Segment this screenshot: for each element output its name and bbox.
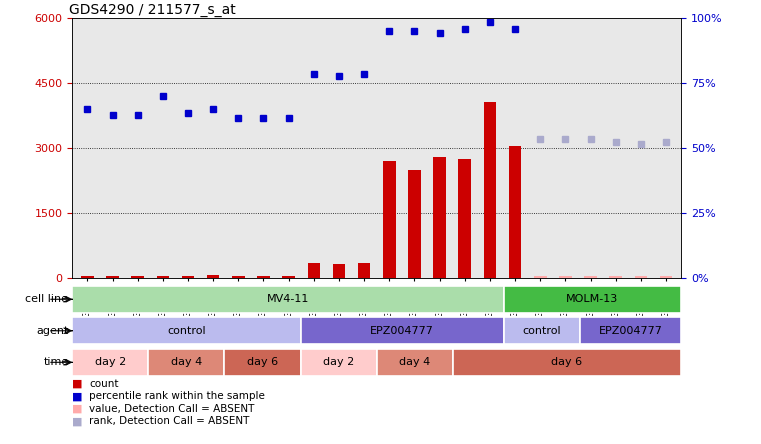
Bar <box>610 276 622 278</box>
Text: EPZ004777: EPZ004777 <box>598 326 662 336</box>
Bar <box>282 276 295 278</box>
Text: time: time <box>43 357 68 367</box>
Bar <box>483 103 496 278</box>
Text: rank, Detection Call = ABSENT: rank, Detection Call = ABSENT <box>89 416 250 426</box>
Text: control: control <box>167 326 205 336</box>
Bar <box>107 276 119 278</box>
Bar <box>81 276 94 278</box>
Text: cell line: cell line <box>25 294 68 304</box>
Text: MV4-11: MV4-11 <box>266 294 309 304</box>
Text: day 2: day 2 <box>323 357 355 367</box>
Text: day 6: day 6 <box>247 357 278 367</box>
Text: control: control <box>522 326 561 336</box>
Text: day 6: day 6 <box>552 357 582 367</box>
Bar <box>458 159 471 278</box>
Bar <box>224 349 301 376</box>
Bar <box>504 317 580 345</box>
Bar <box>307 263 320 278</box>
Bar <box>580 317 681 345</box>
Bar <box>72 285 504 313</box>
Text: ■: ■ <box>72 416 83 426</box>
Text: EPZ004777: EPZ004777 <box>370 326 434 336</box>
Bar <box>504 285 681 313</box>
Bar <box>534 276 546 278</box>
Bar <box>232 276 244 278</box>
Bar <box>148 349 224 376</box>
Text: day 4: day 4 <box>170 357 202 367</box>
Text: ■: ■ <box>72 404 83 414</box>
Bar <box>257 276 270 278</box>
Text: ■: ■ <box>72 379 83 389</box>
Text: value, Detection Call = ABSENT: value, Detection Call = ABSENT <box>89 404 254 414</box>
Text: agent: agent <box>36 326 68 336</box>
Bar <box>207 275 219 278</box>
Bar <box>358 263 371 278</box>
Bar <box>182 276 194 278</box>
Bar <box>433 157 446 278</box>
Text: day 4: day 4 <box>399 357 431 367</box>
Bar <box>377 349 453 376</box>
Bar <box>301 349 377 376</box>
Text: MOLM-13: MOLM-13 <box>566 294 619 304</box>
Bar <box>408 170 421 278</box>
Bar <box>383 161 396 278</box>
Bar <box>509 146 521 278</box>
Text: percentile rank within the sample: percentile rank within the sample <box>89 392 265 401</box>
Bar <box>301 317 504 345</box>
Bar <box>660 276 672 278</box>
Bar <box>72 349 148 376</box>
Text: GDS4290 / 211577_s_at: GDS4290 / 211577_s_at <box>69 3 236 17</box>
Bar <box>559 276 572 278</box>
Bar <box>635 276 647 278</box>
Bar <box>157 276 169 278</box>
Bar <box>72 317 301 345</box>
Bar <box>453 349 681 376</box>
Text: ■: ■ <box>72 392 83 401</box>
Bar <box>333 264 345 278</box>
Text: count: count <box>89 379 119 389</box>
Bar <box>132 276 144 278</box>
Text: day 2: day 2 <box>94 357 126 367</box>
Bar <box>584 276 597 278</box>
